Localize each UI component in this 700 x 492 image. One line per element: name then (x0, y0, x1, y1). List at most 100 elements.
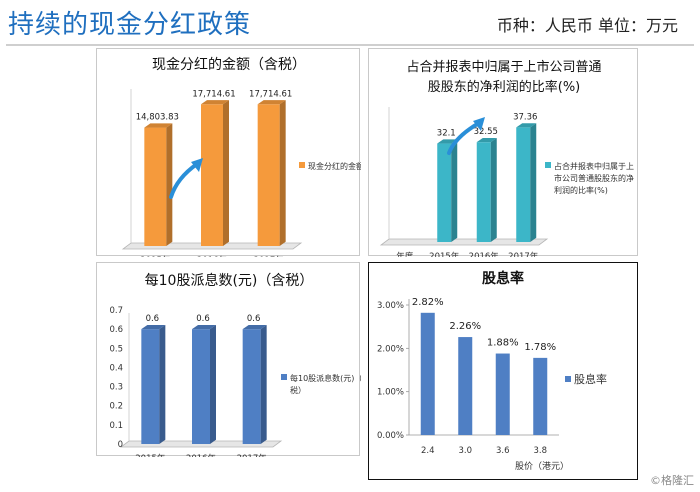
data-label: 0.6 (247, 314, 261, 324)
x-axis-title: 股价（港元） (515, 460, 569, 472)
y-tick-label: 1.00% (377, 388, 404, 398)
data-label: 17,714.61 (249, 89, 292, 99)
y-tick-label: 3.00% (377, 301, 404, 311)
chart-floor (379, 238, 549, 246)
bar-side (210, 324, 216, 444)
x-tick-label: 2016年 (186, 453, 217, 457)
page-title: 持续的现金分红政策 (8, 10, 252, 40)
bar (144, 127, 167, 246)
bar-top (141, 324, 166, 330)
chart-title: 股息率 (482, 270, 524, 287)
data-label: 0.6 (196, 314, 210, 324)
trend-arrow-head-icon (473, 117, 485, 131)
y-tick-label: 0.5 (109, 344, 123, 354)
bar-side (166, 123, 173, 246)
x-tick-label: 2016年 (469, 251, 500, 257)
y-tick-label: 0.3 (109, 383, 123, 393)
y-tick-label: 0.2 (109, 402, 123, 412)
x-tick-label: 2015年 (135, 453, 166, 457)
data-label: 37.36 (513, 112, 537, 122)
x-tick-label: 3.8 (533, 446, 547, 456)
bar-side (530, 123, 537, 242)
bar (458, 337, 473, 435)
dividend-yield-chart-panel: 股息率 0.00% 1.00% 2.00% 3.00% 2.4 2.82% 3.0 2.26% 3… (368, 262, 638, 480)
legend-label: 市公司普通股股东的净 (554, 173, 634, 183)
legend-swatch (281, 374, 287, 380)
legend-swatch (545, 162, 551, 168)
dividend-amount-chart: 现金分红的金额（含税） 2015年 14,803.83 2016年 17,714.61 2… (121, 57, 361, 257)
y-tick-label: 0.00% (377, 431, 404, 441)
bar (141, 329, 160, 444)
x-tick-label: 2015年 (140, 255, 171, 257)
legend-label: 股息率 (574, 372, 607, 386)
x-tick-label: 2016年 (197, 255, 228, 257)
bar-top (192, 324, 216, 330)
bar-top (242, 324, 267, 330)
bar (242, 329, 261, 444)
bar-top (257, 100, 286, 105)
x-tick-label: 2017年 (237, 453, 268, 457)
y-tick-label: 0.6 (109, 325, 123, 335)
data-label: 0.6 (146, 314, 160, 324)
dividend-per-10-chart: 每10股派息数(元)（含税） 0 0.1 0.2 0.3 0.4 0.5 0.6 0.7 2015… (109, 272, 361, 457)
data-label: 1.88% (487, 338, 519, 349)
trend-arrow-icon (169, 162, 199, 199)
bar (533, 357, 548, 435)
bar-top (144, 123, 173, 128)
bar-side (223, 100, 229, 246)
data-label: 32.55 (474, 127, 498, 137)
bar-side (159, 324, 166, 444)
x-tick-label: 2.4 (421, 446, 435, 456)
bar-top (437, 139, 458, 144)
dividend-per-10-chart-panel: 每10股派息数(元)（含税） 0 0.1 0.2 0.3 0.4 0.5 0.6 0.7 2015… (96, 262, 361, 457)
trend-arrow-head-icon (191, 158, 203, 172)
x-tick-label: 2015年 (429, 251, 460, 257)
bar (192, 329, 210, 444)
currency-note: 币种：人民币 单位：万元 (496, 16, 678, 35)
bar-top (201, 100, 229, 105)
y-tick-label: 0.1 (109, 421, 123, 431)
legend-swatch (299, 162, 305, 168)
dividend-yield-chart: 股息率 0.00% 1.00% 2.00% 3.00% 2.4 2.82% 3.0 2.26% 3… (377, 270, 607, 472)
data-label: 2.26% (449, 321, 481, 332)
y-tick-label: 0.7 (109, 306, 123, 316)
data-label: 2.82% (412, 297, 444, 308)
bar (437, 143, 452, 242)
bar (476, 142, 491, 242)
x-tick-label: 3.6 (496, 446, 510, 456)
trend-arrow-icon (447, 121, 481, 155)
bar-side (260, 324, 267, 444)
legend-label: 占合并报表中归属于上 (554, 161, 634, 171)
bar (420, 312, 435, 435)
x-tick-label: 2017年 (254, 255, 285, 257)
bar (257, 104, 280, 247)
legend-label: 现金分红的金额（含税） (308, 161, 361, 171)
x-tick-label: 3.0 (458, 446, 472, 456)
chart-title: 股股东的净利润的比率(%) (428, 79, 581, 95)
chart-title: 现金分红的金额（含税） (152, 57, 306, 73)
bar-side (451, 139, 458, 242)
bar (495, 353, 510, 435)
bar (201, 104, 223, 247)
bar-top (516, 123, 537, 128)
dividend-amount-chart-panel: 现金分红的金额（含税） 2015年 14,803.83 2016年 17,714.61 2… (96, 48, 361, 257)
payout-ratio-chart-panel: 占合并报表中归属于上市公司普通 股股东的净利润的比率(%) 年度 2015年 32.1 2… (368, 48, 638, 257)
legend-label: 每10股派息数(元)（含 (290, 373, 361, 383)
data-label: 32.1 (437, 129, 456, 139)
y-tick-label: 2.00% (377, 344, 404, 354)
legend-label: 税） (290, 385, 306, 395)
x-tick-label: 2017年 (508, 251, 539, 257)
bar-top (476, 137, 497, 143)
chart-title: 每10股派息数(元)（含税） (145, 272, 314, 289)
legend-label: 利润的比率(%) (554, 185, 608, 195)
y-tick-label: 0 (118, 440, 123, 450)
data-label: 17,714.61 (192, 89, 235, 99)
bar (516, 127, 531, 242)
bar-side (279, 100, 286, 246)
title-divider (6, 44, 694, 46)
data-label: 14,803.83 (136, 113, 179, 123)
watermark: ©格隆汇 (650, 474, 694, 487)
legend-swatch (565, 376, 571, 382)
bar-side (490, 137, 497, 242)
